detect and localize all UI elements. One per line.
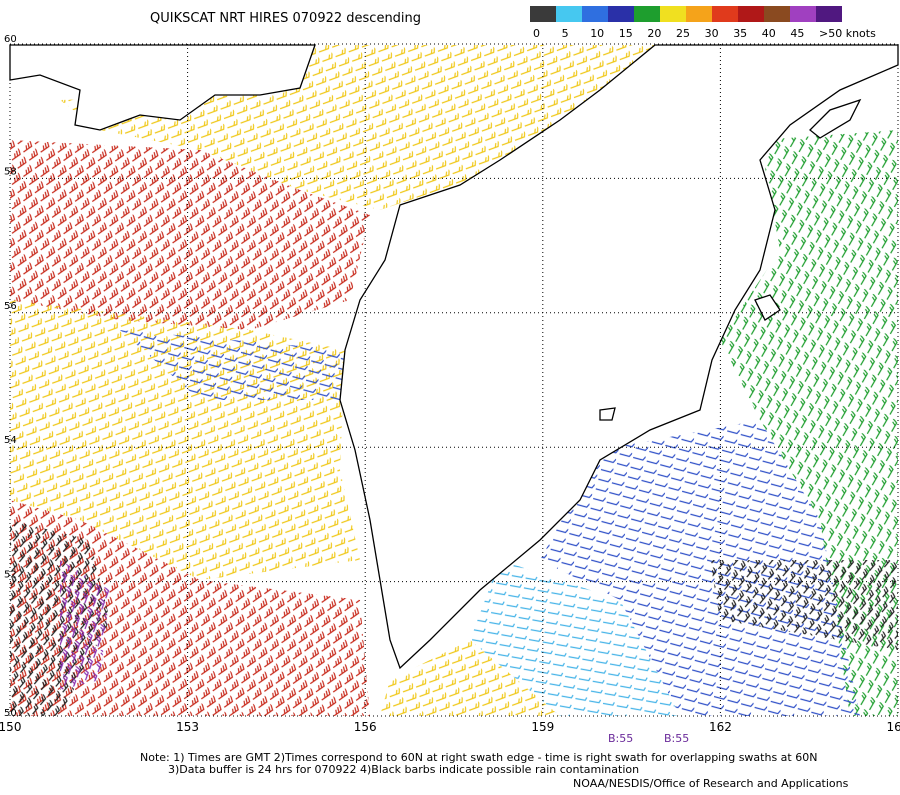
legend-swatch bbox=[816, 6, 842, 22]
lon-label: 165 bbox=[887, 720, 900, 734]
legend-label: >50 knots bbox=[819, 27, 876, 40]
legend-label: 5 bbox=[562, 27, 569, 40]
lat-label: 56 bbox=[4, 301, 17, 312]
lon-label: 159 bbox=[531, 720, 554, 734]
legend-label: 0 bbox=[533, 27, 540, 40]
legend-swatch bbox=[608, 6, 634, 22]
lon-label: 153 bbox=[176, 720, 199, 734]
lat-label: 58 bbox=[4, 166, 17, 177]
pass-label: B:55 bbox=[664, 732, 689, 745]
lat-label: 54 bbox=[4, 435, 17, 446]
graticule bbox=[9, 43, 899, 717]
legend-swatch bbox=[738, 6, 764, 22]
note: Note: 1) Times are GMT 2)Times correspon… bbox=[140, 751, 817, 764]
pass-label: B:55 bbox=[608, 732, 633, 745]
lon-label: 162 bbox=[709, 720, 732, 734]
coastline bbox=[9, 44, 899, 670]
legend-swatch bbox=[764, 6, 790, 22]
legend-label: 45 bbox=[790, 27, 804, 40]
wind-field bbox=[10, 45, 898, 716]
legend-label: 30 bbox=[705, 27, 719, 40]
legend-swatch bbox=[556, 6, 582, 22]
legend-label: 10 bbox=[590, 27, 604, 40]
legend-label: 15 bbox=[619, 27, 633, 40]
legend-swatch bbox=[582, 6, 608, 22]
title: QUIKSCAT NRT HIRES 070922 descending bbox=[150, 11, 421, 26]
lat-label: 50 bbox=[4, 708, 17, 719]
legend-swatch bbox=[712, 6, 738, 22]
legend-label: 25 bbox=[676, 27, 690, 40]
lon-label: 156 bbox=[354, 720, 377, 734]
credit: NOAA/NESDIS/Office of Research and Appli… bbox=[573, 777, 849, 790]
legend-swatch bbox=[686, 6, 712, 22]
legend-swatch bbox=[634, 6, 660, 22]
legend-label: 20 bbox=[647, 27, 661, 40]
note: 3)Data buffer is 24 hrs for 070922 4)Bla… bbox=[168, 763, 639, 776]
lat-label: 60 bbox=[4, 34, 17, 45]
legend-swatch bbox=[660, 6, 686, 22]
legend-label: 35 bbox=[733, 27, 747, 40]
map-frame bbox=[9, 43, 899, 717]
lat-label: 52 bbox=[4, 570, 17, 581]
legend-swatch bbox=[790, 6, 816, 22]
lon-label: 150 bbox=[0, 720, 21, 734]
legend-label: 40 bbox=[762, 27, 776, 40]
legend-swatch bbox=[530, 6, 556, 22]
